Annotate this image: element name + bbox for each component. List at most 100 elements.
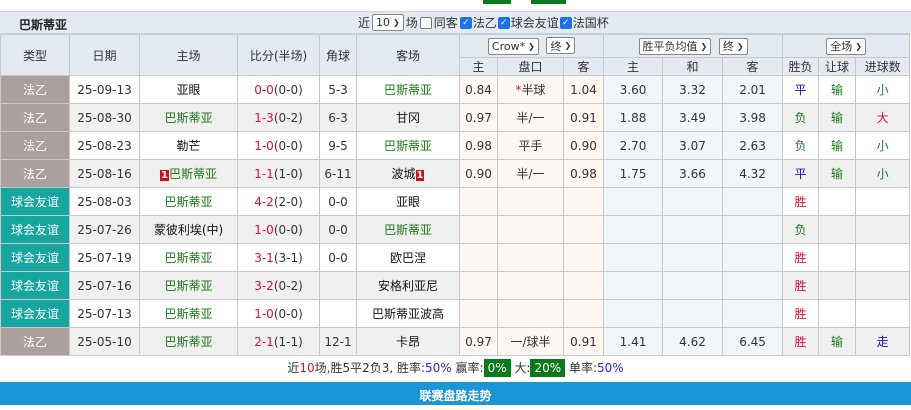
team-name[interactable]: 蒙彼利埃(中) xyxy=(153,223,224,237)
match-score[interactable]: 1-1(1-0) xyxy=(237,159,320,188)
league-checkbox[interactable]: ✓ xyxy=(559,16,572,29)
team-name[interactable]: 甘冈 xyxy=(395,111,420,125)
recent-count-select[interactable]: 10 ❯ xyxy=(372,14,404,31)
team-name[interactable]: 波城 xyxy=(391,167,416,181)
away-team[interactable]: 安格利亚尼 xyxy=(356,271,460,300)
same-home-checkbox[interactable] xyxy=(419,16,432,29)
eu-home: 1.75 xyxy=(603,159,664,188)
match-type[interactable]: 法乙 xyxy=(0,327,70,356)
range-select[interactable]: 全场 ❯ xyxy=(826,37,866,55)
team-name[interactable]: 亚眼 xyxy=(176,83,201,97)
odds-select[interactable]: 胜平负均值 ❯ xyxy=(638,37,712,55)
match-score[interactable]: 1-0(0-0) xyxy=(237,131,320,160)
match-date: 25-08-23 xyxy=(69,131,140,160)
green-tab[interactable] xyxy=(531,0,566,4)
away-team[interactable]: 亚眼 xyxy=(356,187,460,216)
away-team[interactable]: 巴斯蒂亚 xyxy=(356,75,460,104)
team-name[interactable]: 巴斯蒂亚波高 xyxy=(371,307,444,321)
team-name[interactable]: 巴斯蒂亚 xyxy=(383,223,432,237)
subheader: 让球 xyxy=(818,57,857,76)
half-score: (0-0) xyxy=(273,222,303,237)
eu-home xyxy=(603,271,664,300)
full-score: 4-2 xyxy=(254,194,274,209)
match-score[interactable]: 2-1(1-1) xyxy=(237,327,320,356)
away-team[interactable]: 巴斯蒂亚 xyxy=(356,131,460,160)
eu-draw: 3.66 xyxy=(662,159,724,188)
match-type[interactable]: 球会友谊 xyxy=(0,243,70,272)
match-type[interactable]: 法乙 xyxy=(0,103,70,132)
team-name[interactable]: 巴斯蒂亚 xyxy=(383,139,432,153)
team-name[interactable]: 勒芒 xyxy=(176,139,201,153)
team-name[interactable]: 巴斯蒂亚 xyxy=(164,251,213,265)
match-type[interactable]: 法乙 xyxy=(0,131,70,160)
team-name[interactable]: 亚眼 xyxy=(395,195,420,209)
home-team[interactable]: 巴斯蒂亚 xyxy=(139,299,238,328)
match-score[interactable]: 0-0(0-0) xyxy=(237,75,320,104)
home-team[interactable]: 巴斯蒂亚 xyxy=(139,327,238,356)
away-team[interactable]: 巴斯蒂亚波高 xyxy=(356,299,460,328)
period-select-2[interactable]: 终 ❯ xyxy=(718,37,748,55)
match-score[interactable]: 1-0(0-0) xyxy=(237,299,320,328)
team-name[interactable]: 巴斯蒂亚 xyxy=(164,307,213,321)
chevron-down-icon: ❯ xyxy=(528,41,535,51)
team-name[interactable]: 安格利亚尼 xyxy=(377,279,438,293)
match-type[interactable]: 球会友谊 xyxy=(0,215,70,244)
league-trend-bar[interactable]: 联赛盘路走势 xyxy=(0,382,911,405)
over-under-result: 小 xyxy=(855,75,911,104)
match-type[interactable]: 球会友谊 xyxy=(0,299,70,328)
match-type[interactable]: 球会友谊 xyxy=(0,187,70,216)
home-team[interactable]: 巴斯蒂亚 xyxy=(139,243,238,272)
away-team[interactable]: 卡昂 xyxy=(356,327,460,356)
team-name[interactable]: 巴斯蒂亚 xyxy=(164,279,213,293)
team-name[interactable]: 巴斯蒂亚 xyxy=(168,167,217,181)
home-team[interactable]: 巴斯蒂亚 xyxy=(139,103,238,132)
summary-text: 近 xyxy=(287,361,300,375)
corners: 9-5 xyxy=(319,131,357,160)
match-score[interactable]: 3-1(3-1) xyxy=(237,243,320,272)
summary-text: 单率: xyxy=(565,361,597,375)
home-team[interactable]: 蒙彼利埃(中) xyxy=(139,215,238,244)
league-checkbox[interactable]: ✓ xyxy=(459,16,472,29)
eu-draw: 3.07 xyxy=(662,131,724,160)
home-team[interactable]: 巴斯蒂亚 xyxy=(139,271,238,300)
table-row: 法乙 25-08-30 巴斯蒂亚 1-3(0-2) 6-3 甘冈 0.97 半/… xyxy=(0,103,911,132)
eu-draw xyxy=(662,243,724,272)
away-team[interactable]: 欧巴涅 xyxy=(356,243,460,272)
col-type: 类型 xyxy=(0,34,70,76)
half-score: (3-1) xyxy=(273,250,303,265)
green-tab[interactable] xyxy=(483,0,511,4)
ah-home: 0.90 xyxy=(459,159,498,188)
period-select-1[interactable]: 终 ❯ xyxy=(546,37,576,55)
team-name[interactable]: 巴斯蒂亚 xyxy=(383,83,432,97)
match-score[interactable]: 3-2(0-2) xyxy=(237,271,320,300)
subheader: 和 xyxy=(662,57,724,76)
team-name[interactable]: 巴斯蒂亚 xyxy=(164,335,213,349)
table-row: 球会友谊 25-07-13 巴斯蒂亚 1-0(0-0) 巴斯蒂亚波高 胜 xyxy=(0,299,911,328)
league-checkbox[interactable]: ✓ xyxy=(497,16,510,29)
match-score[interactable]: 4-2(2-0) xyxy=(237,187,320,216)
team-name[interactable]: 巴斯蒂亚 xyxy=(164,195,213,209)
match-type[interactable]: 法乙 xyxy=(0,159,70,188)
away-team[interactable]: 甘冈 xyxy=(356,103,460,132)
match-score[interactable]: 1-3(0-2) xyxy=(237,103,320,132)
match-type[interactable]: 法乙 xyxy=(0,75,70,104)
eu-home: 2.70 xyxy=(603,131,664,160)
eu-away: 3.98 xyxy=(722,103,784,132)
away-team[interactable]: 波城1 xyxy=(356,159,460,188)
home-team[interactable]: 巴斯蒂亚 xyxy=(139,187,238,216)
summary-text: 场,胜5平2负3, 胜率: xyxy=(314,361,426,375)
eu-home xyxy=(603,187,664,216)
table-row: 球会友谊 25-07-26 蒙彼利埃(中) 1-0(0-0) 0-0 巴斯蒂亚 … xyxy=(0,215,911,244)
result: 胜 xyxy=(782,327,820,356)
match-score[interactable]: 1-0(0-0) xyxy=(237,215,320,244)
home-team[interactable]: 亚眼 xyxy=(139,75,238,104)
home-team[interactable]: 勒芒 xyxy=(139,131,238,160)
team-name[interactable]: 卡昂 xyxy=(395,335,420,349)
ah-home: 0.98 xyxy=(459,131,498,160)
company-select[interactable]: Crow* ❯ xyxy=(487,37,539,55)
team-name[interactable]: 巴斯蒂亚 xyxy=(164,111,213,125)
away-team[interactable]: 巴斯蒂亚 xyxy=(356,215,460,244)
team-name[interactable]: 欧巴涅 xyxy=(389,251,426,265)
match-type[interactable]: 球会友谊 xyxy=(0,271,70,300)
home-team[interactable]: 1巴斯蒂亚 xyxy=(139,159,238,188)
